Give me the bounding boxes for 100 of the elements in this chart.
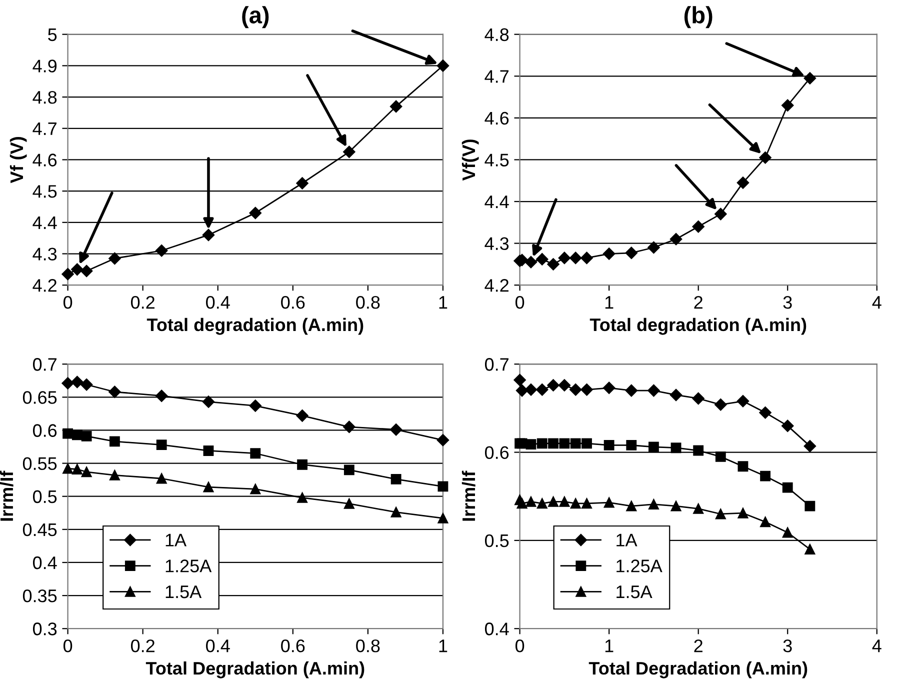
point <box>250 448 261 459</box>
point <box>81 466 92 478</box>
point <box>670 500 682 512</box>
point <box>436 60 450 72</box>
x-tick-label: 0 <box>63 296 72 309</box>
legend-label: 1.5A <box>616 586 652 598</box>
point <box>514 374 526 386</box>
x-axis-title: Total degradation (A.min) <box>590 318 806 335</box>
y-axis-title: Vf (V) <box>10 137 27 184</box>
point <box>804 500 816 512</box>
x-tick-label: 4 <box>872 640 882 652</box>
y-tick-label: 0.55 <box>22 457 57 470</box>
point <box>804 440 816 452</box>
y-tick-label: 5 <box>48 28 57 42</box>
point <box>670 442 682 454</box>
x-axis-title: Total Degradation (A.min) <box>588 661 808 678</box>
point <box>80 378 93 391</box>
point <box>526 496 536 507</box>
point <box>536 498 548 509</box>
point <box>714 208 727 220</box>
point <box>436 434 450 446</box>
point <box>738 508 748 518</box>
point <box>736 395 750 408</box>
point <box>62 377 74 390</box>
x-tick-label: 0.8 <box>356 640 380 652</box>
y-tick-label: 4.7 <box>32 122 56 135</box>
point <box>524 384 538 396</box>
y-tick-label: 0.65 <box>22 391 57 404</box>
point <box>548 438 558 449</box>
point <box>782 482 793 493</box>
point <box>736 176 750 189</box>
x-tick-label: 1 <box>605 640 614 652</box>
x-tick-label: 3 <box>783 640 792 652</box>
point <box>296 410 308 422</box>
x-axis-title: Total degradation (A.min) <box>146 318 364 335</box>
point <box>693 503 704 514</box>
x-tick-label: 1 <box>439 640 448 652</box>
point <box>109 470 120 480</box>
y-tick-label: 0.7 <box>32 358 56 371</box>
y-tick-label: 0.35 <box>22 589 57 602</box>
y-tick-label: 0.4 <box>32 556 57 570</box>
x-tick-label: 0.2 <box>130 640 154 652</box>
y-tick-label: 4.7 <box>484 70 508 83</box>
y-tick-label: 4.6 <box>32 154 57 166</box>
point <box>569 252 582 264</box>
point <box>516 384 528 397</box>
point <box>582 498 592 509</box>
point <box>536 438 548 449</box>
point <box>547 379 560 392</box>
point <box>536 253 548 266</box>
y-tick-label: 4.5 <box>484 154 509 166</box>
point <box>602 248 616 260</box>
point <box>249 400 262 412</box>
chart-title: (a) <box>242 6 269 28</box>
x-tick-label: 0.6 <box>281 640 305 652</box>
x-tick-label: 1 <box>439 296 448 309</box>
y-tick-label: 0.5 <box>484 534 509 548</box>
point <box>738 461 748 472</box>
y-tick-label: 0.45 <box>22 523 57 536</box>
point <box>782 99 794 112</box>
point <box>582 438 592 449</box>
x-tick-label: 2 <box>694 296 702 309</box>
point <box>72 464 82 474</box>
x-tick-label: 0.2 <box>130 296 154 309</box>
y-axis-title: Irrm/If <box>0 470 14 521</box>
y-tick-label: 4.4 <box>32 216 57 229</box>
point <box>516 498 528 509</box>
point <box>759 152 772 164</box>
point <box>715 451 726 462</box>
y-tick-label: 4.5 <box>32 185 57 198</box>
point <box>670 388 682 402</box>
legend-label: 1.25A <box>616 560 662 572</box>
point <box>648 384 660 397</box>
point <box>80 264 93 278</box>
point <box>782 420 794 432</box>
x-tick-label: 0 <box>63 640 72 652</box>
point <box>648 499 659 510</box>
x-tick-label: 1 <box>605 296 614 309</box>
y-tick-label: 0.6 <box>484 446 509 459</box>
point <box>692 392 704 405</box>
point <box>558 252 571 264</box>
y-tick-label: 4.2 <box>484 279 508 292</box>
point <box>526 439 536 450</box>
point <box>548 496 558 507</box>
y-tick-label: 0.5 <box>32 490 57 504</box>
point <box>604 497 614 508</box>
point <box>344 498 354 509</box>
x-tick-label: 0.6 <box>281 296 305 309</box>
point <box>715 508 726 520</box>
y-tick-label: 4.6 <box>484 112 509 125</box>
point <box>250 484 261 494</box>
point <box>155 390 168 402</box>
point <box>558 379 571 392</box>
point <box>156 440 167 450</box>
x-tick-label: 0.4 <box>206 640 230 652</box>
legend-label: 1.5A <box>166 586 202 598</box>
point <box>390 474 402 484</box>
point <box>626 500 637 512</box>
point <box>249 206 262 220</box>
point <box>390 423 402 436</box>
